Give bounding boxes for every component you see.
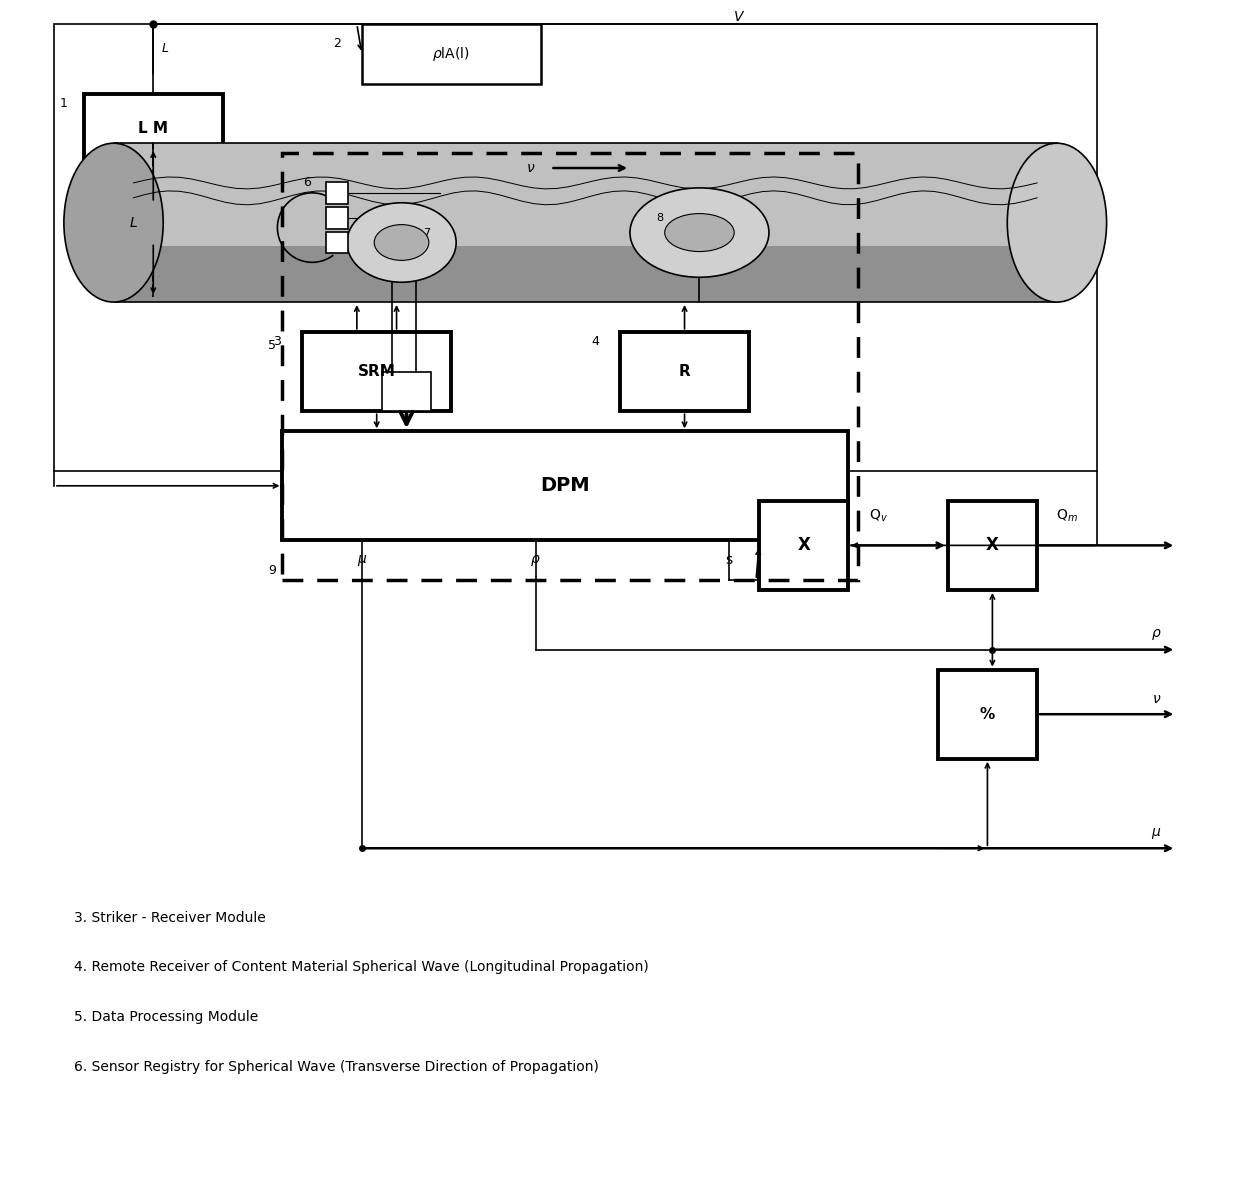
Bar (326, 232, 348, 253)
Text: L: L (161, 42, 169, 55)
Text: 3. Striker - Receiver Module: 3. Striker - Receiver Module (74, 911, 265, 925)
Text: $\rho$lA(l): $\rho$lA(l) (433, 44, 470, 62)
Bar (620, 332, 749, 412)
Text: $\mu$: $\mu$ (357, 553, 367, 568)
Text: $\rho$: $\rho$ (531, 553, 541, 568)
Ellipse shape (64, 143, 164, 302)
Text: 8: 8 (656, 212, 663, 223)
Bar (937, 670, 1037, 758)
Ellipse shape (374, 224, 429, 260)
Bar (114, 143, 1056, 302)
Ellipse shape (347, 203, 456, 282)
Text: R: R (678, 364, 691, 379)
Bar (382, 372, 432, 412)
Text: 5: 5 (268, 338, 277, 352)
Bar (55, 24, 1096, 470)
Text: $\rho$: $\rho$ (1151, 628, 1162, 642)
Bar (84, 94, 223, 163)
Text: L M: L M (139, 121, 169, 136)
Text: 6: 6 (304, 176, 311, 190)
Text: $\nu$: $\nu$ (1152, 692, 1161, 707)
Text: DPM: DPM (541, 476, 590, 496)
Text: 2: 2 (334, 37, 341, 50)
Bar (283, 431, 848, 540)
Text: %: % (980, 707, 994, 721)
Bar (759, 500, 848, 590)
Text: 9: 9 (269, 564, 277, 577)
Ellipse shape (630, 188, 769, 277)
Text: V: V (734, 10, 744, 24)
Bar (303, 332, 451, 412)
Ellipse shape (1007, 143, 1106, 302)
Bar (114, 246, 1056, 302)
Text: 3: 3 (274, 335, 281, 348)
Text: $\mu$: $\mu$ (1151, 826, 1162, 841)
Bar (362, 24, 541, 84)
Bar (326, 206, 348, 228)
Ellipse shape (665, 214, 734, 252)
Bar (283, 154, 858, 580)
Text: X: X (797, 536, 810, 554)
Bar (326, 182, 348, 204)
Text: 5. Data Processing Module: 5. Data Processing Module (74, 1010, 258, 1024)
Bar (947, 500, 1037, 590)
Text: Q$_m$: Q$_m$ (1056, 508, 1078, 523)
Text: 4. Remote Receiver of Content Material Spherical Wave (Longitudinal Propagation): 4. Remote Receiver of Content Material S… (74, 960, 649, 974)
Text: L: L (129, 216, 138, 229)
Text: 6. Sensor Registry for Spherical Wave (Transverse Direction of Propagation): 6. Sensor Registry for Spherical Wave (T… (74, 1060, 599, 1074)
Text: 4: 4 (591, 335, 599, 348)
Text: SRM: SRM (358, 364, 396, 379)
Text: 1: 1 (60, 97, 68, 110)
Text: s: s (725, 553, 733, 568)
Text: Q$_v$: Q$_v$ (869, 508, 888, 523)
Text: $\nu$: $\nu$ (526, 161, 536, 175)
Text: X: X (986, 536, 999, 554)
Text: 7: 7 (423, 228, 430, 238)
